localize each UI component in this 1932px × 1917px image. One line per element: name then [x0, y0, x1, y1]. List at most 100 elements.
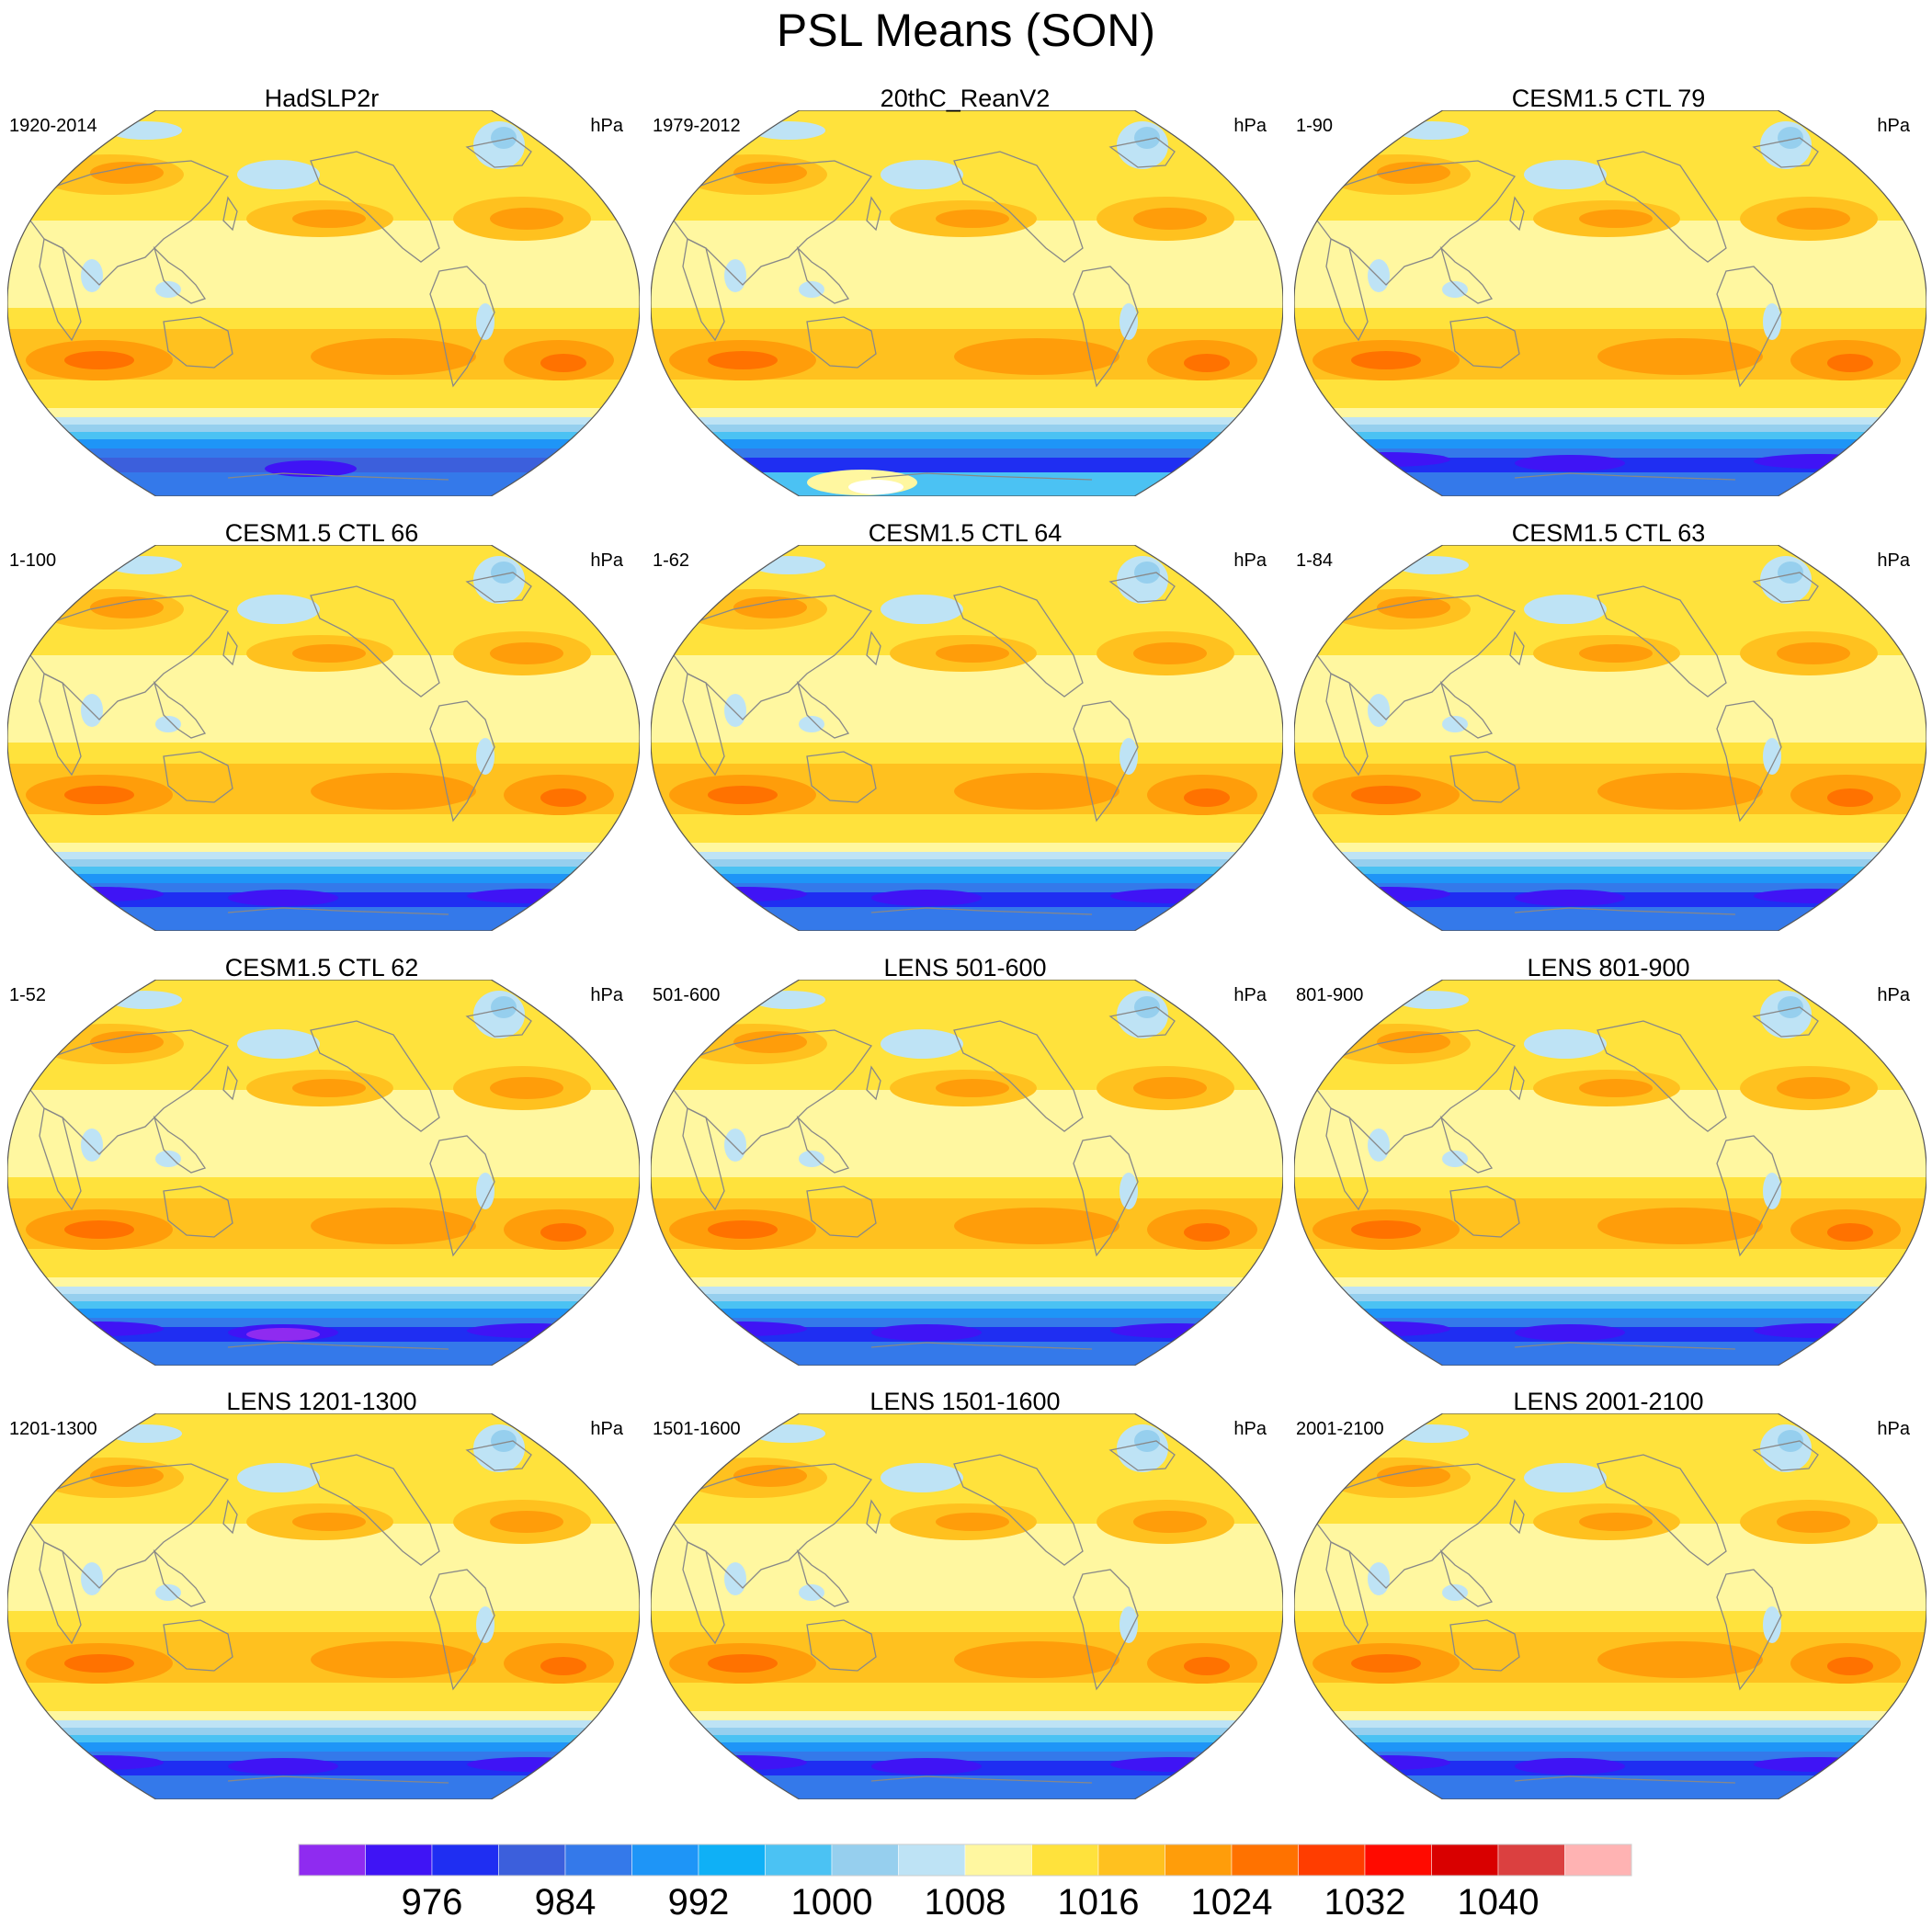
map-panel: CESM1.5 CTL 62 1-52 hPa	[0, 954, 643, 1386]
colorbar-box	[1431, 1843, 1499, 1877]
coastline-1	[682, 238, 725, 342]
band-southern-ocean-4	[1294, 432, 1926, 439]
coastline-4	[429, 1135, 495, 1257]
coastline-7	[1509, 1065, 1525, 1101]
panel-title: CESM1.5 CTL 62	[224, 954, 419, 981]
south-indian-high-core	[64, 1220, 134, 1239]
band-arctic	[1294, 1413, 1926, 1450]
siberian-high-core	[1377, 162, 1450, 184]
coastline-6	[1439, 1548, 1494, 1607]
coastline-5	[465, 1006, 532, 1038]
coastline-4	[1073, 1135, 1139, 1257]
panel-unit: hPa	[1233, 1419, 1267, 1439]
coastline-3	[953, 151, 1084, 263]
band-arctic	[1294, 110, 1926, 147]
coastline-6	[153, 1115, 207, 1174]
band-southern-ocean-1	[7, 1711, 640, 1720]
map-outline	[651, 545, 1283, 931]
band-arctic	[651, 110, 1283, 147]
panel-title: LENS 501-600	[883, 954, 1047, 981]
coastline-1	[39, 1107, 82, 1211]
psl-field	[1294, 545, 1926, 931]
band-antarctica	[651, 472, 1283, 496]
south-atlantic-high-core	[1827, 1223, 1873, 1242]
panel-period: 801-900	[1296, 985, 1364, 1005]
coastline-4	[1073, 266, 1139, 388]
band-southern-ocean-4	[1294, 1735, 1926, 1742]
coastline-7	[222, 1065, 238, 1101]
coastline-8	[870, 907, 1093, 915]
coastline-4	[1716, 1569, 1782, 1691]
south-indian-high-core	[64, 351, 134, 369]
aleutian-low	[237, 595, 320, 624]
psl-map	[7, 1413, 640, 1799]
south-asia-low	[1368, 259, 1390, 292]
band-southern-ocean-4	[7, 867, 640, 874]
arctic-low	[1395, 991, 1469, 1009]
psl-map	[651, 545, 1283, 931]
colorbar-tick-label: 1032	[1324, 1882, 1406, 1917]
band-southern-ocean-2	[1294, 1720, 1926, 1728]
trough-low-indian	[35, 1755, 164, 1770]
panel-title: CESM1.5 CTL 64	[868, 519, 1063, 547]
south-pacific-high	[311, 338, 476, 375]
south-indian-high-core	[708, 1220, 778, 1239]
coastline-3	[310, 585, 440, 698]
azores-high-core	[490, 1077, 563, 1099]
coastline-7	[1509, 630, 1525, 666]
coastline-5	[465, 137, 532, 168]
south-atlantic-high-core	[1827, 354, 1873, 372]
coastline-7	[222, 196, 238, 232]
south-pacific-high	[1597, 1641, 1763, 1678]
azores-high-core	[490, 208, 563, 230]
band-southern-ocean-5	[1294, 1742, 1926, 1752]
trough-low-pacific	[1515, 1324, 1625, 1341]
map-panel: LENS 1501-1600 1501-1600 hPa	[643, 1388, 1287, 1820]
colorbar-box	[1564, 1843, 1632, 1877]
band-southern-ocean-3	[1294, 859, 1926, 867]
band-southern-ocean-2	[7, 1287, 640, 1294]
icelandic-low-core	[1134, 127, 1160, 149]
icelandic-low-core	[491, 127, 517, 149]
trough-low-atlantic	[1110, 889, 1239, 903]
coastline-7	[866, 196, 881, 232]
azores-high-core	[490, 1511, 563, 1533]
coastlines	[1312, 1006, 1819, 1350]
coastline-4	[1716, 1135, 1782, 1257]
coastlines	[668, 1440, 1176, 1784]
north-pacific-high-core	[292, 210, 366, 228]
trough-low-indian	[1322, 887, 1450, 902]
band-antarctica	[7, 907, 640, 931]
panel-unit: hPa	[590, 116, 623, 136]
aleutian-low	[1524, 160, 1607, 189]
coastlines	[668, 137, 1176, 481]
colorbar-box	[631, 1843, 699, 1877]
trough-low-ross	[265, 460, 357, 477]
coastline-1	[1325, 1107, 1369, 1211]
coastline-7	[866, 1499, 881, 1535]
south-asia-low	[81, 1562, 103, 1595]
south-pacific-high	[1597, 773, 1763, 810]
colorbar-box	[1298, 1843, 1366, 1877]
map-outline	[1294, 110, 1926, 496]
coastline-3	[953, 585, 1084, 698]
arctic-low	[752, 556, 825, 574]
band-southern-ocean-5	[651, 439, 1283, 448]
siberian-high-core	[1377, 1465, 1450, 1487]
trough-low-pacific	[871, 1758, 982, 1775]
coastlines	[668, 572, 1176, 915]
map-outline	[651, 110, 1283, 496]
band-southern-ocean-0	[1294, 832, 1926, 843]
band-southern-ocean-0	[651, 397, 1283, 408]
band-southern-ocean-2	[651, 852, 1283, 859]
south-indian-high-core	[1351, 786, 1421, 804]
band-southern-ocean-1	[651, 1711, 1283, 1720]
map-outline	[1294, 980, 1926, 1366]
azores-high-core	[1777, 1511, 1850, 1533]
trough-low-indian	[678, 1755, 807, 1770]
band-southern-ocean-4	[7, 432, 640, 439]
map-outline	[651, 980, 1283, 1366]
band-southern-ocean-1	[1294, 1711, 1926, 1720]
coastline-1	[682, 1541, 725, 1645]
band-antarctica	[1294, 472, 1926, 496]
